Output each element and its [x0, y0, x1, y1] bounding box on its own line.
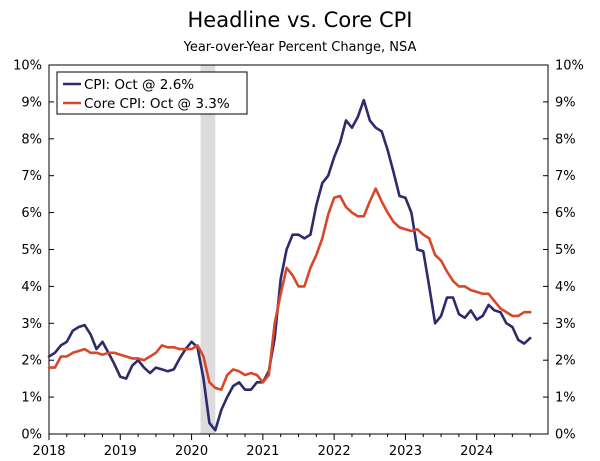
y-tick-label-right: 10% — [555, 59, 584, 74]
y-tick-label-left: 6% — [21, 206, 42, 221]
recession-shading — [200, 65, 216, 434]
y-tick-label-right: 7% — [555, 169, 576, 184]
y-tick-label-right: 2% — [555, 354, 576, 369]
legend-box — [56, 71, 248, 115]
y-tick-label-right: 1% — [555, 391, 576, 406]
x-tick-label: 2021 — [246, 444, 279, 459]
y-tick-label-left: 2% — [21, 354, 42, 369]
x-tick-label: 2019 — [104, 444, 137, 459]
y-tick-label-left: 10% — [13, 59, 42, 74]
legend-label-core-cpi: Core CPI: Oct @ 3.3% — [84, 96, 230, 112]
x-tick-label: 2023 — [389, 444, 422, 459]
y-tick-label-right: 9% — [555, 95, 576, 110]
y-tick-label-left: 7% — [21, 169, 42, 184]
y-tick-label-left: 3% — [21, 317, 42, 332]
x-tick-label: 2022 — [318, 444, 351, 459]
y-tick-label-left: 9% — [21, 95, 42, 110]
y-tick-label-right: 3% — [555, 317, 576, 332]
y-tick-label-right: 5% — [555, 243, 576, 258]
y-tick-label-right: 0% — [555, 428, 576, 443]
x-tick-label: 2020 — [175, 444, 208, 459]
x-tick-label: 2018 — [32, 444, 65, 459]
chart-title: Headline vs. Core CPI — [187, 8, 413, 32]
y-tick-label-left: 5% — [21, 243, 42, 258]
cpi-series-line — [47, 98, 532, 432]
y-tick-label-left: 8% — [21, 132, 42, 147]
y-tick-label-left: 0% — [21, 428, 42, 443]
y-tick-label-left: 1% — [21, 391, 42, 406]
y-tick-label-right: 8% — [555, 132, 576, 147]
y-tick-label-right: 6% — [555, 206, 576, 221]
x-tick-label: 2024 — [460, 444, 493, 459]
core-cpi-series-line — [47, 187, 532, 392]
y-tick-label-right: 4% — [555, 280, 576, 295]
legend-label-cpi: CPI: Oct @ 2.6% — [84, 77, 194, 93]
chart-subtitle: Year-over-Year Percent Change, NSA — [183, 40, 417, 55]
y-tick-label-left: 4% — [21, 280, 42, 295]
